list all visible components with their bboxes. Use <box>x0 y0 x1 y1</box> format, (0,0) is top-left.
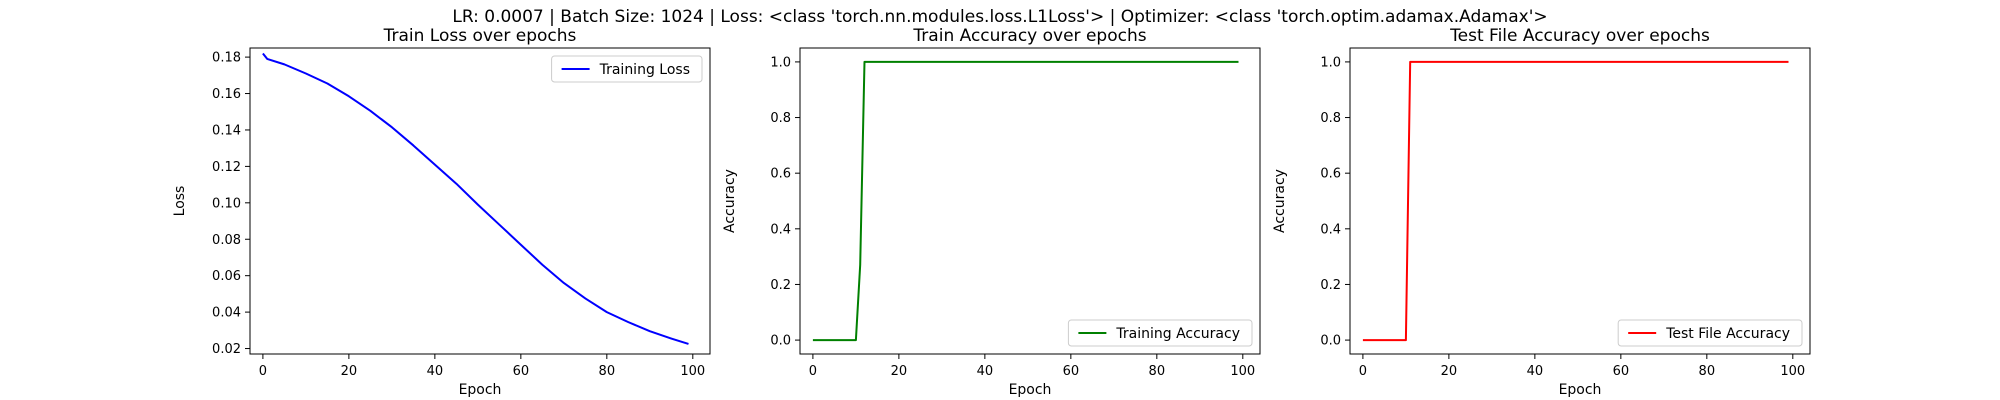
train-accuracy-y-tick-label-3: 0.6 <box>770 167 791 182</box>
train-loss-x-tick-label-4: 80 <box>599 364 616 379</box>
train-accuracy-x-tick-label-1: 20 <box>891 364 908 379</box>
train-loss-x-tick-label-3: 60 <box>513 364 530 379</box>
train-loss-x-tick-label-0: 0 <box>259 364 267 379</box>
train-loss-series-line-0 <box>262 52 689 345</box>
train-accuracy-x-tick-label-4: 80 <box>1149 364 1166 379</box>
train-loss-x-tick-label-1: 20 <box>341 364 358 379</box>
subplot-grid: 0 20 40 60 80 100 0.02 0.04 0.06 0.08 0.10 0.12 0.14… <box>172 26 1811 398</box>
train-accuracy-panel: 0 20 40 60 80 100 0.0 0.2 0.4 0.6 0.8 1.0 Train Accu… <box>722 26 1261 398</box>
train-accuracy-x-tick-label-0: 0 <box>809 364 817 379</box>
train-accuracy-legend: Training Accuracy <box>1067 319 1253 347</box>
test-accuracy-x-axis-label: Epoch <box>1559 382 1602 398</box>
test-accuracy-panel: 0 20 40 60 80 100 0.0 0.2 0.4 0.6 0.8 1.0 Test File … <box>1272 26 1811 398</box>
test-accuracy-legend-label: Test File Accuracy <box>1665 326 1790 342</box>
train-loss-y-tick-label-1: 0.04 <box>212 306 241 321</box>
train-loss-panel: 0 20 40 60 80 100 0.02 0.04 0.06 0.08 0.10 0.12 0.14… <box>172 26 711 398</box>
train-accuracy-y-tick-label-5: 1.0 <box>770 55 791 70</box>
test-accuracy-x-tick-label-1: 20 <box>1441 364 1458 379</box>
train-accuracy-y-tick-label-1: 0.2 <box>770 278 791 293</box>
train-accuracy-y-tick-label-4: 0.8 <box>770 111 791 126</box>
test-accuracy-x-tick-label-5: 100 <box>1780 364 1805 379</box>
train-loss-y-tick-label-8: 0.18 <box>212 51 241 66</box>
test-accuracy-title: Test File Accuracy over epochs <box>1449 26 1710 46</box>
train-loss-y-tick-label-0: 0.02 <box>212 342 241 357</box>
test-accuracy-x-tick-label-3: 60 <box>1613 364 1630 379</box>
test-accuracy-axes-frame <box>1349 47 1811 355</box>
train-accuracy-x-tick-label-3: 60 <box>1063 364 1080 379</box>
train-accuracy-x-tick-label-2: 40 <box>977 364 994 379</box>
train-accuracy-title: Train Accuracy over epochs <box>912 26 1146 46</box>
train-loss-legend-box <box>551 55 703 83</box>
train-loss-x-tick-label-2: 40 <box>427 364 444 379</box>
train-loss-legend-label: Training Loss <box>599 62 690 78</box>
train-loss-axes-frame <box>249 47 711 355</box>
test-accuracy-series-line-0 <box>1362 60 1789 342</box>
train-loss-title: Train Loss over epochs <box>383 26 577 46</box>
train-loss-y-tick-label-5: 0.12 <box>212 160 241 175</box>
train-loss-y-tick-label-3: 0.08 <box>212 233 241 248</box>
train-loss-y-tick-label-4: 0.10 <box>212 196 241 211</box>
test-accuracy-y-axis-label: Accuracy <box>1272 169 1288 233</box>
train-accuracy-y-tick-label-2: 0.4 <box>770 222 791 237</box>
test-accuracy-y-tick-label-3: 0.6 <box>1320 167 1341 182</box>
test-accuracy-legend: Test File Accuracy <box>1617 319 1803 347</box>
train-accuracy-plot-area <box>812 60 1239 342</box>
train-loss-plot-area <box>262 52 689 345</box>
train-accuracy-x-axis-label: Epoch <box>1009 382 1052 398</box>
train-accuracy-legend-box <box>1067 319 1253 347</box>
test-accuracy-y-tick-label-2: 0.4 <box>1320 222 1341 237</box>
test-accuracy-y-tick-label-5: 1.0 <box>1320 55 1341 70</box>
train-accuracy-y-axis-label: Accuracy <box>722 169 738 233</box>
test-accuracy-legend-box <box>1617 319 1803 347</box>
test-accuracy-y-tick-label-1: 0.2 <box>1320 278 1341 293</box>
train-loss-y-axis-label: Loss <box>172 186 188 217</box>
train-loss-legend: Training Loss <box>551 55 703 83</box>
train-loss-x-tick-label-5: 100 <box>680 364 705 379</box>
test-accuracy-plot-area <box>1362 60 1789 342</box>
train-loss-y-tick-label-7: 0.16 <box>212 87 241 102</box>
train-loss-y-tick-label-2: 0.06 <box>212 269 241 284</box>
test-accuracy-x-tick-label-4: 80 <box>1699 364 1716 379</box>
train-accuracy-x-tick-label-5: 100 <box>1230 364 1255 379</box>
test-accuracy-x-tick-label-2: 40 <box>1527 364 1544 379</box>
train-loss-x-axis-label: Epoch <box>459 382 502 398</box>
test-accuracy-y-tick-label-0: 0.0 <box>1320 334 1341 349</box>
train-loss-y-tick-label-6: 0.14 <box>212 123 241 138</box>
train-accuracy-axes-frame <box>799 47 1261 355</box>
train-accuracy-legend-label: Training Accuracy <box>1115 326 1240 342</box>
train-accuracy-series-line-0 <box>812 60 1239 342</box>
figure-suptitle: LR: 0.0007 | Batch Size: 1024 | Loss: <c… <box>452 7 1547 27</box>
test-accuracy-x-tick-label-0: 0 <box>1359 364 1367 379</box>
train-accuracy-y-tick-label-0: 0.0 <box>770 334 791 349</box>
test-accuracy-y-tick-label-4: 0.8 <box>1320 111 1341 126</box>
